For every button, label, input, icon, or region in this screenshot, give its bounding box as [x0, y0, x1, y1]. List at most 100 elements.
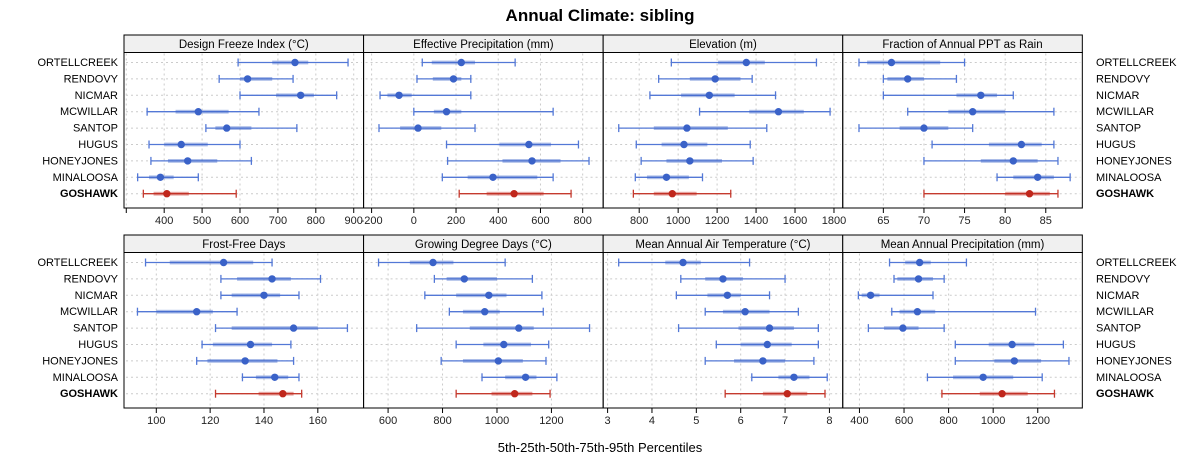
median-dot	[742, 58, 751, 67]
median-dot	[1033, 173, 1042, 181]
iqr-band	[653, 126, 728, 130]
percentile-row-nicmar	[857, 291, 934, 300]
axis-tick-label: 140	[255, 415, 273, 427]
panel: Design Freeze Index (°C) 400 500 600 700 800 9…	[123, 34, 365, 227]
axis-tick-label: 600	[231, 215, 249, 227]
axis-tick-label: 800	[433, 415, 451, 427]
percentile-row-hugus	[715, 340, 819, 349]
percentile-row-honeyjones	[150, 156, 253, 165]
median-dot	[219, 258, 228, 267]
median-dot	[783, 390, 791, 398]
station-label-left: HONEYJONES	[42, 355, 118, 367]
station-label-right: MCWILLAR	[1096, 306, 1154, 318]
panel-title: Effective Precipitation (mm)	[413, 39, 554, 51]
median-dot	[1009, 157, 1017, 165]
median-dot	[913, 308, 922, 316]
iqr-band	[988, 142, 1042, 147]
panel-title: Mean Annual Precipitation (mm)	[881, 239, 1045, 251]
station-label-right: MINALOOSA	[1096, 372, 1162, 384]
median-dot	[765, 324, 774, 332]
panel-title: Mean Annual Air Temperature (°C)	[635, 239, 810, 251]
median-dot	[395, 91, 403, 100]
median-dot	[679, 258, 687, 267]
median-dot	[759, 357, 767, 365]
station-label-left: HUGUS	[78, 339, 118, 351]
station-label-left: MCWILLAR	[60, 306, 118, 318]
median-dot	[528, 157, 536, 165]
iqr-band	[446, 277, 497, 281]
percentile-row-goshawk	[458, 189, 572, 198]
iqr-band	[867, 60, 941, 65]
chart-title: Annual Climate: sibling	[505, 6, 695, 25]
station-label-right: NICMAR	[1096, 290, 1139, 302]
iqr-band	[167, 159, 218, 163]
iqr-band	[169, 260, 254, 265]
percentile-row-nicmar	[379, 91, 472, 100]
median-dot	[223, 124, 231, 132]
iqr-band	[272, 60, 309, 65]
axis-tick-label: 1000	[981, 415, 1005, 427]
percentile-row-ortellcreek	[888, 258, 968, 267]
percentile-row-rendovy	[658, 74, 753, 83]
axis-tick-label: 5	[693, 415, 699, 427]
station-label-left: ORTELLCREEK	[38, 57, 119, 69]
percentile-row-rendovy	[882, 74, 958, 83]
station-label-left: MINALOOSA	[53, 372, 119, 384]
percentile-row-minaloosa	[996, 173, 1071, 182]
iqr-band	[469, 326, 534, 330]
panel-frame	[123, 52, 365, 209]
iqr-band	[718, 60, 765, 65]
percentile-row-ortellcreek	[421, 58, 516, 67]
station-label-left: HUGUS	[78, 139, 118, 151]
percentile-row-hugus	[445, 140, 580, 149]
percentile-row-santop	[416, 324, 591, 333]
panel-title: Design Freeze Index (°C)	[179, 39, 309, 51]
station-label-left: ORTELLCREEK	[38, 257, 119, 269]
iqr-band	[231, 326, 318, 330]
axis-tick-label: 400	[155, 215, 173, 227]
percentile-row-honeyjones	[704, 356, 815, 365]
percentile-row-minaloosa	[926, 373, 1043, 382]
median-dot	[449, 75, 458, 83]
percentile-row-nicmar	[239, 91, 338, 100]
station-label-left: RENDOVY	[64, 73, 119, 85]
axis-caption: 5th-25th-50th-75th-95th Percentiles	[497, 440, 703, 455]
axis-tick-label: 80	[999, 215, 1011, 227]
axis-tick-label: 65	[877, 215, 889, 227]
axis-tick-label: 600	[379, 415, 397, 427]
median-dot	[460, 275, 469, 283]
iqr-band	[432, 77, 462, 81]
percentile-row-nicmar	[649, 91, 777, 100]
median-dot	[289, 324, 298, 332]
station-label-left: MINALOOSA	[53, 172, 119, 184]
median-dot	[192, 308, 201, 316]
axis-tick-label: 1400	[744, 215, 768, 227]
panel-frame	[363, 252, 604, 409]
iqr-band	[948, 109, 1006, 114]
percentile-row-ortellcreek	[377, 258, 506, 267]
iqr-band	[505, 375, 537, 380]
percentile-row-santop	[618, 124, 768, 133]
percentile-row-honeyjones	[196, 356, 295, 365]
median-dot	[271, 373, 279, 381]
median-dot	[914, 275, 923, 283]
axis-tick-label: 600	[895, 415, 913, 427]
median-dot	[977, 91, 985, 100]
iqr-band	[239, 77, 273, 81]
percentile-row-rendovy	[416, 74, 472, 83]
iqr-band	[231, 293, 281, 298]
median-dot	[457, 58, 466, 67]
percentile-row-rendovy	[220, 274, 322, 283]
panel: Mean Annual Air Temperature (°C) 3 4 5 6 7 8	[602, 234, 844, 427]
station-label-left: SANTOP	[73, 123, 118, 135]
percentile-row-santop	[867, 324, 945, 333]
percentile-row-honeyjones	[446, 156, 590, 165]
percentile-row-mcwillar	[907, 107, 1055, 116]
percentile-row-mcwillar	[891, 307, 1037, 316]
percentile-row-goshawk	[455, 389, 551, 398]
percentile-row-minaloosa	[481, 373, 558, 382]
median-dot	[711, 75, 719, 83]
axis-tick-label: 900	[345, 215, 363, 227]
percentile-row-santop	[677, 324, 819, 333]
percentile-row-rendovy	[433, 274, 534, 283]
